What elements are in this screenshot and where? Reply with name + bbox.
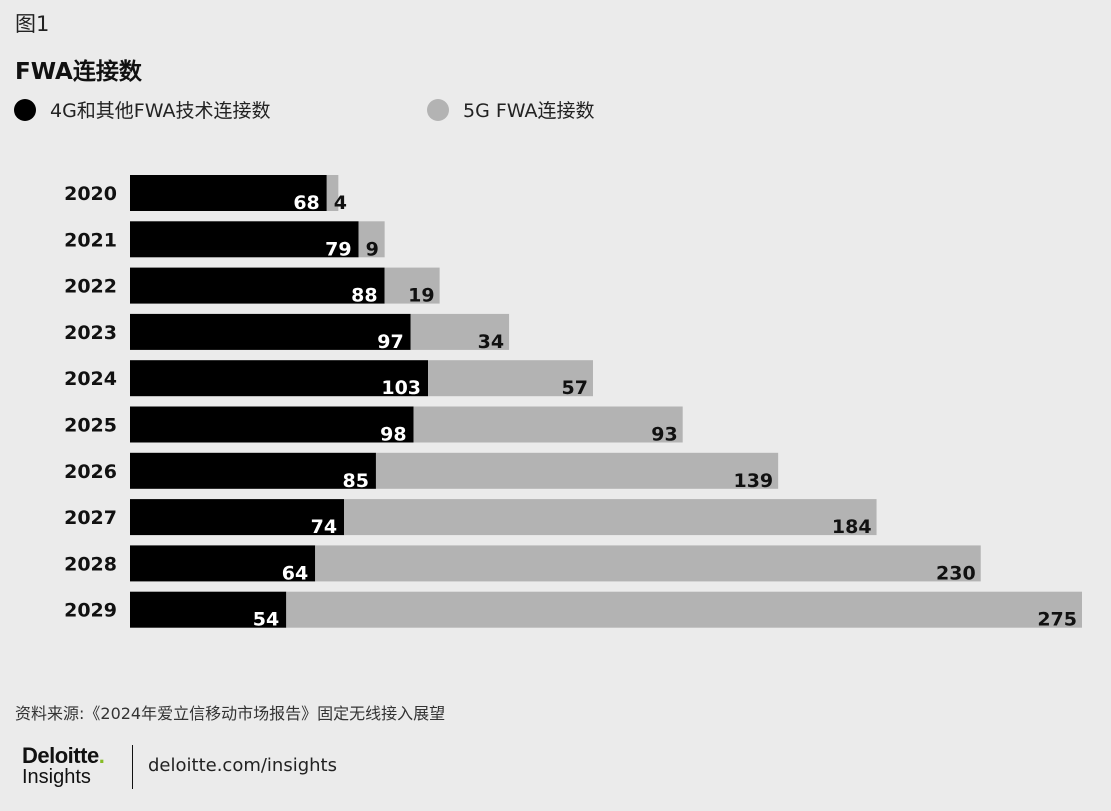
bar-4g (130, 360, 429, 397)
bar-chart: 2020 68 4 2021 79 9 2022 88 19 2023 97 34 2024 103 57 2… (64, 175, 1082, 631)
value-label-4g: 74 (311, 516, 337, 538)
footer-divider (132, 745, 133, 789)
bar-4g (130, 313, 411, 350)
bar-4g (130, 499, 345, 536)
brand-dot: . (98, 743, 105, 768)
year-label: 2028 (64, 553, 117, 575)
value-label-4g: 98 (380, 424, 406, 446)
year-label: 2022 (64, 276, 117, 298)
value-label-4g: 103 (381, 377, 421, 399)
legend-item-4g: 4G和其他FWA技术连接数 (14, 96, 271, 123)
chart-title: FWA连接数 (15, 59, 142, 85)
year-label: 2023 (64, 322, 117, 344)
value-label-4g: 79 (325, 238, 351, 260)
bar-5g (344, 499, 877, 536)
value-label-5g: 184 (832, 516, 872, 538)
source-note: 资料来源:《2024年爱立信移动市场报告》固定无线接入展望 (15, 704, 446, 723)
brand-name: Deloitte (22, 743, 99, 768)
bar-5g (410, 313, 510, 350)
year-label: 2029 (64, 600, 117, 622)
legend: 4G和其他FWA技术连接数 5G FWA连接数 (0, 96, 1111, 126)
legend-label-5g: 5G FWA连接数 (463, 100, 595, 122)
legend-swatch-4g (14, 98, 36, 121)
bar-5g (375, 452, 779, 489)
year-label: 2021 (64, 229, 117, 251)
legend-item-5g: 5G FWA连接数 (427, 96, 595, 123)
value-label-5g: 275 (1037, 609, 1077, 631)
bar-5g (326, 175, 339, 211)
value-label-4g: 85 (343, 470, 369, 492)
value-label-5g: 139 (733, 470, 773, 492)
value-label-5g: 4 (334, 192, 347, 214)
value-label-4g: 88 (351, 285, 377, 307)
year-label: 2027 (64, 507, 117, 529)
value-label-4g: 97 (377, 331, 403, 353)
legend-label-4g: 4G和其他FWA技术连接数 (50, 100, 271, 122)
bar-4g (130, 591, 287, 628)
value-label-4g: 64 (282, 562, 308, 584)
bar-5g (384, 267, 440, 304)
bar-4g (130, 175, 327, 211)
bar-5g (358, 221, 385, 258)
year-label: 2026 (64, 461, 117, 483)
bar-5g (413, 406, 683, 443)
year-label: 2025 (64, 415, 117, 437)
bar-4g (130, 221, 359, 258)
footer-link[interactable]: deloitte.com/insights (148, 755, 337, 776)
bar-5g (428, 360, 593, 397)
bar-4g (130, 267, 385, 304)
value-label-5g: 19 (408, 285, 434, 307)
year-label: 2024 (64, 368, 117, 390)
bar-4g (130, 545, 316, 582)
figure-label: 图1 (15, 12, 50, 36)
value-label-5g: 57 (562, 377, 588, 399)
insights-logo-text: Insights (22, 766, 91, 788)
value-label-5g: 9 (366, 238, 379, 260)
value-label-5g: 230 (936, 562, 976, 584)
legend-swatch-5g (427, 98, 449, 121)
bar-5g (286, 591, 1082, 628)
value-label-4g: 68 (293, 192, 319, 214)
bar-4g (130, 406, 414, 443)
year-label: 2020 (64, 183, 117, 205)
bar-4g (130, 452, 376, 489)
value-label-4g: 54 (253, 609, 279, 631)
bar-5g (315, 545, 981, 582)
footer: Deloitte. Insights deloitte.com/insights (22, 743, 422, 791)
deloitte-logo: Deloitte. (22, 743, 105, 769)
value-label-5g: 93 (651, 424, 677, 446)
value-label-5g: 34 (478, 331, 504, 353)
